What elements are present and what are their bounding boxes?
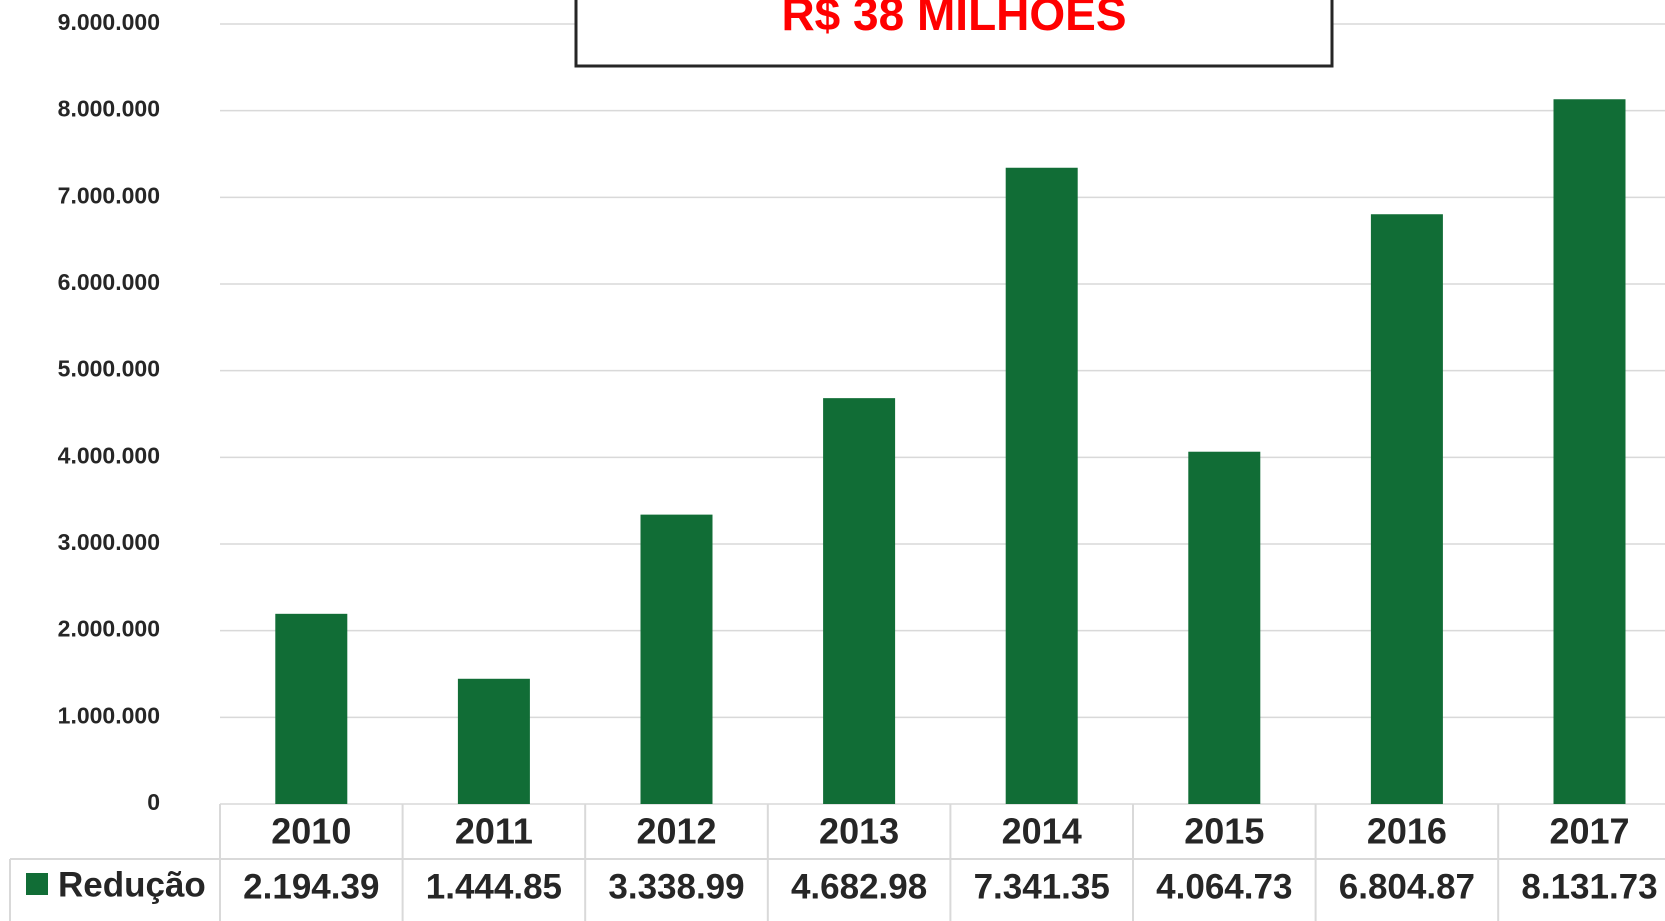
table-value: 2.194.39 [243, 867, 379, 906]
bar [640, 514, 713, 804]
table-value: 4.064.73 [1156, 867, 1292, 906]
x-tick-label: 2013 [819, 811, 899, 852]
x-tick-label: 2016 [1367, 811, 1447, 852]
y-tick-label: 3.000.000 [58, 529, 160, 555]
y-tick-label: 4.000.000 [58, 442, 160, 468]
bar [275, 613, 348, 804]
title-box [574, 0, 1334, 68]
x-tick-label: 2015 [1184, 811, 1264, 852]
table-value: 6.804.87 [1339, 867, 1475, 906]
bar [1005, 167, 1078, 805]
x-tick-label: 2011 [455, 811, 533, 852]
legend-label: Redução [58, 865, 206, 904]
table-value: 1.444.85 [426, 867, 562, 906]
y-tick-label: 6.000.000 [58, 269, 160, 295]
chart-title: R$ 38 MILHÕES [781, 0, 1126, 40]
y-tick-label: 7.000.000 [58, 182, 160, 208]
table-value: 7.341.35 [974, 867, 1110, 906]
bar [1370, 214, 1443, 804]
table-value: 4.682.98 [791, 867, 927, 906]
table-value: 3.338.99 [608, 867, 744, 906]
x-tick-label: 2012 [636, 811, 716, 852]
x-tick-label: 2017 [1549, 811, 1629, 852]
x-tick-label: 2010 [271, 811, 351, 852]
y-tick-label: 2.000.000 [58, 616, 160, 642]
bar [1553, 99, 1626, 805]
bar [1188, 451, 1261, 804]
bar [457, 678, 530, 804]
y-tick-label: 8.000.000 [58, 96, 160, 122]
x-tick-label: 2014 [1002, 811, 1082, 852]
y-tick-label: 1.000.000 [58, 702, 160, 728]
y-tick-label: 5.000.000 [58, 356, 160, 382]
y-tick-label: 9.000.000 [58, 9, 160, 35]
bar [823, 398, 896, 804]
legend-swatch [26, 873, 48, 895]
y-tick-label: 0 [147, 789, 160, 815]
table-value: 8.131.73 [1521, 867, 1657, 906]
